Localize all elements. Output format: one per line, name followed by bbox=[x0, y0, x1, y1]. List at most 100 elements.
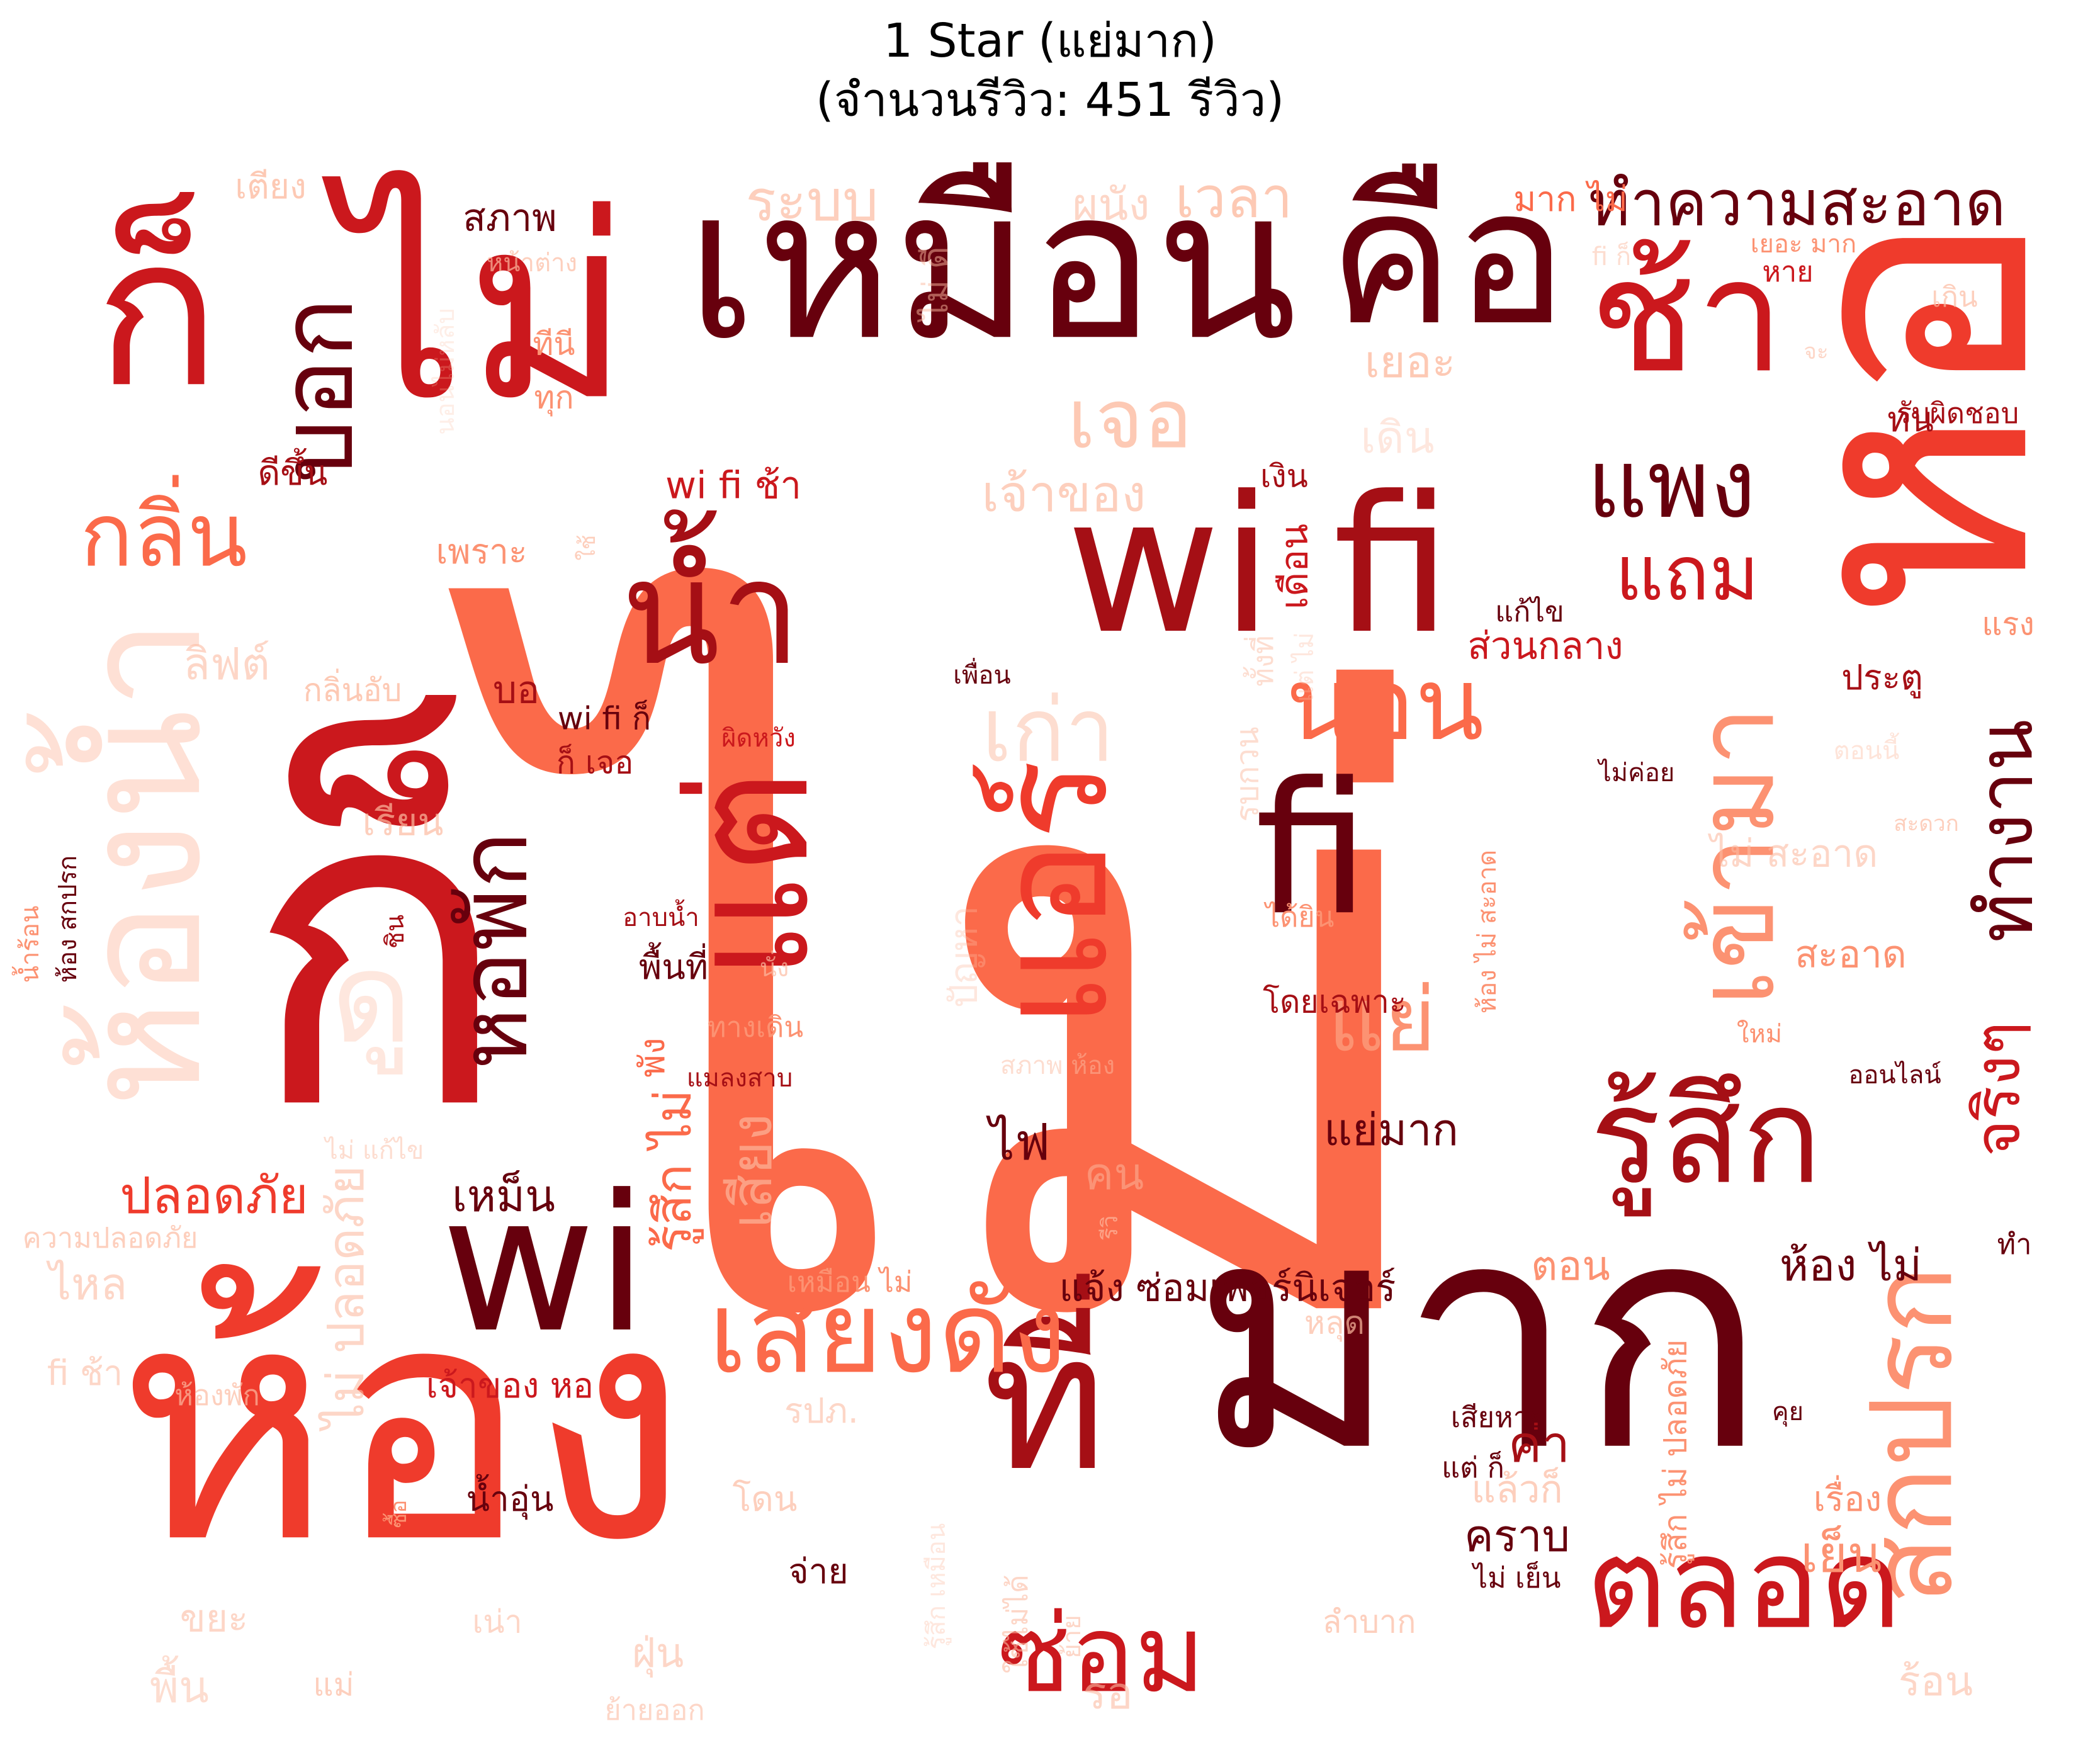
cloud-word: มาก bbox=[1192, 1154, 1766, 1520]
cloud-word: ห้อง สกปรก bbox=[54, 855, 82, 983]
cloud-word: เดิน bbox=[1360, 412, 1434, 463]
cloud-word: เจอ bbox=[1068, 371, 1193, 467]
cloud-word: หอ bbox=[1721, 209, 2100, 621]
cloud-word: ไม่ค่อย bbox=[1597, 759, 1675, 787]
cloud-word: เสียงดัง bbox=[708, 1267, 1067, 1399]
cloud-word: เกิน bbox=[1931, 280, 1977, 313]
cloud-word: น้ำ bbox=[621, 509, 801, 697]
cloud-word: กลิ่นอับ bbox=[303, 669, 402, 709]
cloud-word: fi ก็ bbox=[1592, 241, 1631, 271]
cloud-word: รอ bbox=[1083, 1667, 1133, 1719]
cloud-word: ช้า bbox=[1589, 224, 1785, 407]
cloud-word: เจ้าของ หอ bbox=[426, 1365, 594, 1406]
cloud-word: ไหล bbox=[46, 1258, 127, 1310]
cloud-word: fi ช้า bbox=[47, 1353, 123, 1393]
cloud-word: แอร์ bbox=[965, 759, 1141, 1029]
cloud-word: นอน bbox=[1286, 645, 1484, 763]
cloud-word: เรื่อง bbox=[1814, 1475, 1882, 1519]
cloud-word: ปัญหา bbox=[942, 906, 986, 1008]
cloud-word: ตลอด bbox=[1586, 1511, 1902, 1657]
cloud-word: wi fi ช้า bbox=[665, 464, 801, 508]
cloud-word: แก้ไข bbox=[1495, 595, 1564, 628]
cloud-word: เหมือน bbox=[686, 144, 1297, 386]
cloud-word: ดู bbox=[330, 925, 412, 1075]
cloud-word: ความปลอดภัย bbox=[23, 1221, 198, 1255]
cloud-word: เตียง bbox=[235, 166, 307, 206]
cloud-word: แถม bbox=[1615, 531, 1759, 618]
cloud-word: น้ำอุ่น bbox=[466, 1474, 553, 1520]
cloud-word: สภาพ bbox=[463, 196, 556, 240]
cloud-word: รู้สึก bbox=[1590, 1059, 1822, 1217]
cloud-word: wi fi bbox=[1066, 456, 1452, 675]
cloud-word: ก็ bbox=[94, 189, 220, 433]
cloud-word: เดือน bbox=[1273, 524, 1317, 610]
cloud-word: รู้สึก เหมือน bbox=[922, 1523, 951, 1650]
cloud-word: แพง bbox=[1587, 430, 1756, 539]
cloud-word: แล้วก็ bbox=[1471, 1467, 1562, 1512]
cloud-word: แต่ ไม่ bbox=[1290, 633, 1319, 703]
cloud-word: พัง bbox=[632, 1037, 672, 1077]
cloud-word: โดยเฉพาะ bbox=[1263, 984, 1406, 1020]
cloud-word: ใหม่ bbox=[1737, 1019, 1782, 1049]
cloud-word: ลิฟต์ bbox=[183, 638, 270, 690]
cloud-word: อาบน้ำ bbox=[623, 899, 699, 932]
cloud-word: ห้องพัก bbox=[174, 1379, 260, 1412]
cloud-word: ทน bbox=[1887, 399, 1934, 439]
cloud-word: ที่ bbox=[983, 1273, 1107, 1513]
cloud-word: รู้สึก ไม่ bbox=[644, 1090, 704, 1253]
cloud-word: เน่า bbox=[472, 1604, 522, 1640]
cloud-word: เก่า bbox=[981, 680, 1114, 782]
cloud-word: เสียง bbox=[719, 1114, 785, 1228]
cloud-word: เยอะ bbox=[1365, 336, 1456, 388]
cloud-word: ฝุ่น bbox=[632, 1630, 684, 1678]
cloud-word: แต่ ก็ bbox=[1442, 1451, 1504, 1484]
cloud-word: เพราะ bbox=[436, 531, 527, 572]
cloud-word: ผิดหวัง bbox=[721, 724, 796, 753]
cloud-word: ห้อง ไม่ bbox=[1780, 1239, 1922, 1291]
cloud-word: เงิน bbox=[1260, 458, 1308, 495]
cloud-word: เย็น bbox=[1801, 1525, 1882, 1584]
cloud-word: ปลอดภัย bbox=[120, 1166, 308, 1225]
cloud-word: wi bbox=[441, 1154, 648, 1374]
cloud-word: สะอาด bbox=[1795, 933, 1907, 977]
cloud-word: ซ่อม bbox=[998, 1592, 1205, 1717]
cloud-word: แย่มาก bbox=[1324, 1104, 1459, 1156]
cloud-word: เหม็น bbox=[452, 1170, 555, 1222]
cloud-word: นั่ง bbox=[760, 951, 789, 983]
cloud-word: แต่ bbox=[655, 769, 845, 981]
cloud-word: รีวิ bbox=[1098, 1216, 1123, 1241]
cloud-word: ทางเดิน bbox=[708, 1010, 803, 1044]
cloud-word: ซื้อ bbox=[382, 1500, 412, 1528]
cloud-word: คน bbox=[1085, 1148, 1144, 1200]
cloud-word: ประตู bbox=[1841, 657, 1923, 699]
cloud-word: ไม่ bbox=[319, 163, 631, 456]
cloud-word: ใช้ bbox=[575, 535, 601, 561]
cloud-word: ลำบาก bbox=[1323, 1604, 1416, 1640]
cloud-word: แจ้ง ซ่อมเฟอร์นิเจอร์ bbox=[1059, 1267, 1396, 1311]
cloud-word: รปภ. bbox=[784, 1391, 859, 1431]
cloud-word: พื้น bbox=[150, 1655, 209, 1713]
cloud-word: จ่าย bbox=[788, 1551, 848, 1591]
cloud-word: ไม่ แก้ไข bbox=[324, 1136, 424, 1165]
cloud-word: คุย bbox=[1772, 1397, 1804, 1427]
cloud-word: จะ bbox=[1804, 339, 1828, 364]
cloud-word: เยอะ มาก bbox=[1751, 230, 1856, 259]
cloud-word: wi fi ก็ bbox=[558, 700, 651, 737]
cloud-word: เรียน bbox=[363, 801, 444, 845]
cloud-word: นอนไม่หลับ bbox=[431, 308, 460, 434]
cloud-word: เข้ามา bbox=[1674, 706, 1798, 1006]
cloud-word: ทั้งที่ bbox=[1243, 635, 1280, 686]
cloud-word: ร้อน bbox=[1899, 1658, 1973, 1705]
cloud-word: หาย bbox=[1762, 255, 1813, 288]
cloud-word: ห้อง bbox=[117, 1233, 689, 1615]
cloud-word: ไม่ bbox=[438, 543, 1461, 1503]
cloud-word: ไม่ ปลอดภัย bbox=[317, 1165, 375, 1432]
cloud-word: สภาพ ห้อง bbox=[1000, 1051, 1115, 1080]
cloud-word: ย้าย bbox=[1058, 1615, 1087, 1658]
cloud-word: เสียหาย bbox=[1451, 1401, 1546, 1434]
cloud-word: ไม่ สะอาด bbox=[1708, 832, 1878, 876]
cloud-word: ผนัง bbox=[1072, 179, 1149, 230]
cloud-word: สกปรก bbox=[1846, 1266, 1978, 1605]
cloud-word: บอ bbox=[493, 669, 539, 713]
cloud-word: จริงๆ bbox=[1960, 1022, 2034, 1157]
